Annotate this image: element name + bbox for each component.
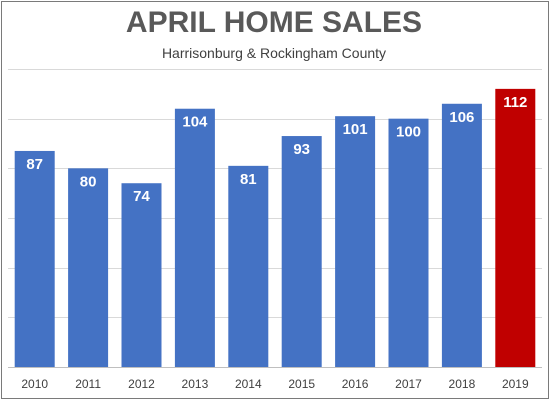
data-label-2013: 104 (182, 114, 208, 131)
data-label-2014: 81 (240, 171, 257, 188)
data-label-2015: 93 (293, 141, 310, 158)
chart-subtitle: Harrisonburg & Rockingham County (161, 45, 387, 61)
data-label-2018: 106 (449, 109, 474, 126)
data-label-2016: 101 (343, 121, 368, 138)
bar-2013 (174, 108, 215, 367)
data-label-2019: 112 (503, 94, 527, 111)
bar-2017 (388, 118, 429, 367)
x-tick-label-2017: 2017 (395, 377, 422, 391)
x-tick-label-2010: 2010 (21, 377, 48, 391)
bar-2015 (281, 136, 322, 367)
bar-2010 (14, 150, 55, 367)
bar-2014 (228, 165, 269, 367)
x-tick-label-2016: 2016 (342, 377, 369, 391)
x-tick-label-2019: 2019 (502, 377, 529, 391)
x-tick-label-2018: 2018 (449, 377, 476, 391)
bar-2019 (495, 88, 536, 368)
x-tick-label-2013: 2013 (182, 377, 209, 391)
x-tick-label-2014: 2014 (235, 377, 262, 391)
bars: 87 80 74 104 81 93 101 100 106 112 (14, 88, 536, 368)
chart-title: APRIL HOME SALES (125, 6, 423, 39)
data-label-2012: 74 (133, 188, 150, 205)
data-label-2017: 100 (396, 124, 421, 141)
bar-2012 (121, 183, 162, 367)
x-tick-label-2015: 2015 (288, 377, 315, 391)
x-tick-label-2011: 2011 (75, 377, 101, 391)
data-label-2010: 87 (26, 156, 43, 173)
x-tick-labels: 2010 2011 2012 2013 2014 2015 2016 2017 2018 2019 (21, 377, 529, 391)
bar-2018 (441, 103, 482, 368)
x-tick-label-2012: 2012 (128, 377, 155, 391)
bar-2016 (335, 116, 376, 368)
bar-2011 (68, 168, 109, 367)
data-label-2011: 80 (80, 173, 97, 190)
